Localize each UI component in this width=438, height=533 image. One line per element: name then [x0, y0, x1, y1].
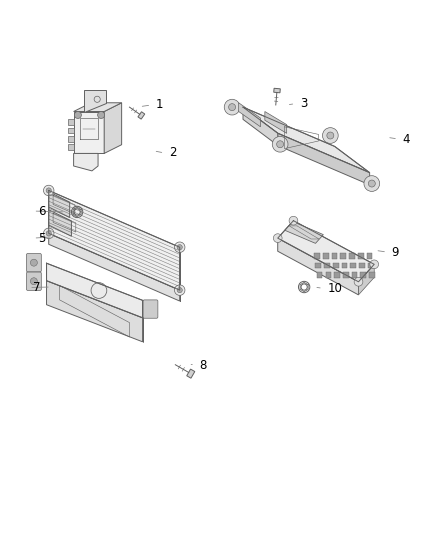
Bar	[323, 253, 328, 259]
Bar	[315, 263, 321, 268]
Bar	[325, 272, 331, 278]
Circle shape	[322, 128, 338, 143]
Polygon shape	[278, 133, 370, 185]
Text: 3: 3	[300, 97, 307, 110]
Polygon shape	[274, 88, 280, 93]
Text: 8: 8	[199, 359, 207, 372]
Polygon shape	[187, 369, 195, 378]
Circle shape	[224, 99, 240, 115]
Circle shape	[368, 180, 375, 187]
Bar	[352, 272, 357, 278]
Bar	[334, 272, 340, 278]
Polygon shape	[243, 107, 278, 146]
Circle shape	[43, 228, 54, 239]
FancyBboxPatch shape	[26, 272, 41, 290]
Circle shape	[364, 176, 380, 191]
Circle shape	[273, 234, 282, 243]
Polygon shape	[68, 127, 74, 133]
Polygon shape	[68, 136, 74, 142]
Polygon shape	[46, 281, 143, 342]
Bar	[360, 272, 366, 278]
FancyBboxPatch shape	[26, 254, 41, 272]
Polygon shape	[46, 263, 143, 318]
Polygon shape	[239, 103, 261, 127]
Polygon shape	[68, 144, 74, 150]
Polygon shape	[138, 112, 145, 119]
Circle shape	[177, 245, 182, 250]
Circle shape	[98, 111, 105, 118]
Bar	[317, 272, 322, 278]
Circle shape	[272, 136, 288, 152]
Bar	[324, 263, 330, 268]
Polygon shape	[49, 192, 70, 217]
Bar	[340, 253, 346, 259]
Bar	[349, 253, 355, 259]
Circle shape	[177, 287, 182, 293]
Text: 4: 4	[403, 133, 410, 146]
Polygon shape	[74, 103, 122, 111]
Circle shape	[174, 242, 185, 253]
Bar	[369, 272, 375, 278]
Polygon shape	[265, 111, 287, 133]
Polygon shape	[243, 107, 370, 173]
Circle shape	[174, 285, 185, 295]
Text: 7: 7	[33, 281, 41, 294]
Bar	[332, 253, 337, 259]
Circle shape	[327, 132, 334, 139]
Text: 5: 5	[38, 232, 45, 245]
Polygon shape	[84, 90, 106, 111]
Circle shape	[277, 141, 284, 148]
Circle shape	[370, 260, 378, 269]
Polygon shape	[358, 264, 374, 295]
Polygon shape	[278, 238, 358, 295]
Circle shape	[46, 188, 51, 193]
Polygon shape	[285, 222, 323, 244]
Polygon shape	[49, 210, 71, 236]
Circle shape	[46, 231, 51, 236]
Polygon shape	[278, 221, 374, 282]
Circle shape	[229, 103, 236, 111]
Polygon shape	[74, 154, 98, 171]
Polygon shape	[49, 233, 180, 301]
Circle shape	[43, 185, 54, 196]
Text: 9: 9	[392, 246, 399, 259]
Text: 1: 1	[155, 99, 163, 111]
Bar	[367, 253, 372, 259]
Bar	[342, 263, 347, 268]
Bar	[333, 263, 339, 268]
Text: 6: 6	[38, 205, 45, 217]
Text: 10: 10	[327, 282, 342, 295]
Polygon shape	[104, 103, 122, 154]
FancyBboxPatch shape	[143, 300, 158, 318]
Bar	[314, 253, 320, 259]
Circle shape	[354, 277, 363, 286]
Polygon shape	[68, 119, 74, 125]
Bar	[358, 253, 364, 259]
Bar	[368, 263, 374, 268]
Bar	[343, 272, 349, 278]
Bar	[359, 263, 365, 268]
Bar	[350, 263, 356, 268]
Polygon shape	[49, 190, 180, 290]
Circle shape	[30, 259, 37, 266]
Polygon shape	[74, 111, 104, 154]
Circle shape	[289, 216, 298, 225]
Circle shape	[30, 278, 37, 285]
Circle shape	[74, 111, 81, 118]
Text: 2: 2	[169, 147, 176, 159]
